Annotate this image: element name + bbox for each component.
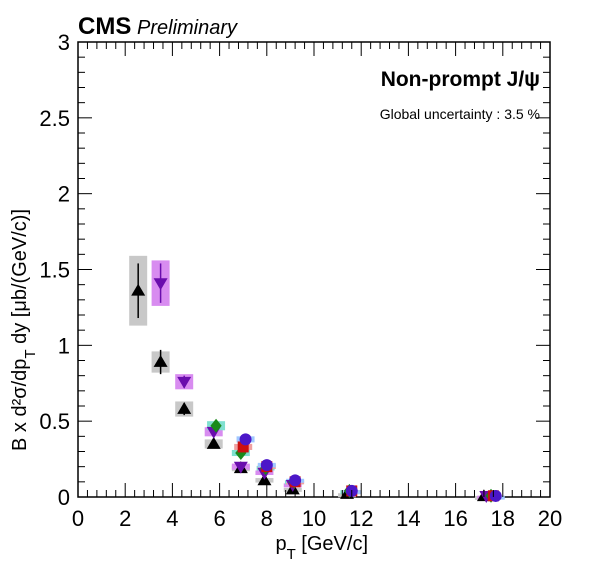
x-tick-label: 16: [443, 506, 467, 531]
x-tick-label: 0: [72, 506, 84, 531]
y-tick-label: 0: [58, 485, 70, 510]
data-point: [260, 459, 273, 472]
x-axis-title: pT [GeV/c]: [275, 533, 368, 563]
legend-title: Non-prompt J/ψ: [381, 68, 540, 91]
y-tick-label: 0.5: [39, 409, 70, 434]
x-tick-label: 14: [396, 506, 420, 531]
x-tick-label: 20: [538, 506, 562, 531]
data-point: [289, 474, 302, 487]
status-label: Preliminary: [137, 17, 238, 39]
data-markers: [131, 263, 502, 503]
data-point: [131, 283, 146, 296]
x-tick-label: 6: [213, 506, 225, 531]
x-tick-label: 10: [302, 506, 326, 531]
data-point: [237, 441, 249, 453]
data-point: [239, 433, 252, 446]
y-tick-label: 3: [58, 30, 70, 55]
x-tick-label: 18: [491, 506, 515, 531]
x-tick-label: 12: [349, 506, 373, 531]
data-point: [233, 461, 248, 474]
x-tick-label: 2: [119, 506, 131, 531]
y-tick-label: 2: [58, 182, 70, 207]
data-point: [177, 402, 192, 414]
axis-tick-labels: 0 2 4 6 8 10 12 14 16 18 20 0 0.5 1 1.5 2 2.5 3: [39, 30, 562, 531]
y-tick-label: 1.5: [39, 258, 70, 283]
data-point: [210, 418, 222, 433]
global-uncertainty: Global uncertainty : 3.5 %: [380, 106, 540, 122]
experiment-label: CMS: [78, 13, 131, 40]
y-tick-label: 1: [58, 333, 70, 358]
data-point: [489, 489, 502, 502]
data-point: [153, 278, 168, 291]
data-point: [206, 436, 221, 449]
data-point: [177, 376, 192, 389]
y-tick-label: 2.5: [39, 106, 70, 131]
axis-ticks: [77, 41, 551, 498]
y-axis-title: B x d²σ/dpT dy [μb/(GeV/c)]: [9, 209, 39, 451]
x-tick-label: 4: [166, 506, 178, 531]
data-point: [153, 355, 168, 367]
x-tick-label: 8: [261, 506, 273, 531]
